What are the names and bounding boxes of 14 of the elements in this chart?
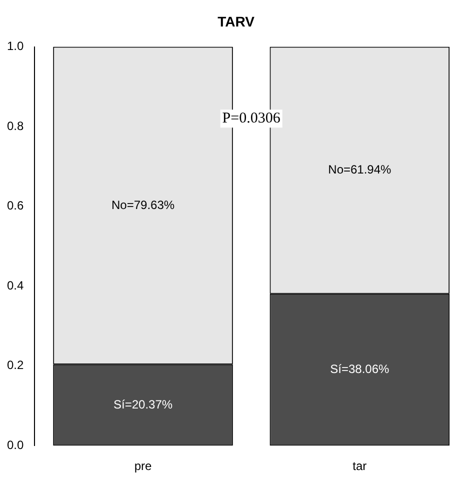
x-tick-label: tar	[352, 459, 367, 474]
y-tick-label: 0.4	[6, 278, 24, 292]
chart-title: TARV	[218, 13, 256, 30]
data-label: No=61.94%	[328, 162, 392, 177]
y-tick-label: 1.0	[6, 39, 24, 54]
data-label: Sí=38.06%	[330, 362, 390, 376]
y-tick-label: 0.8	[6, 118, 24, 133]
annotation: P=0.0306	[222, 110, 281, 127]
data-label: No=79.63%	[111, 198, 175, 212]
data-label: Sí=20.37%	[113, 397, 173, 412]
y-tick-label: 0.2	[6, 358, 24, 372]
y-tick-label: 0.6	[6, 198, 24, 213]
x-tick-label: pre	[134, 459, 152, 474]
y-tick-label: 0.0	[6, 438, 24, 452]
